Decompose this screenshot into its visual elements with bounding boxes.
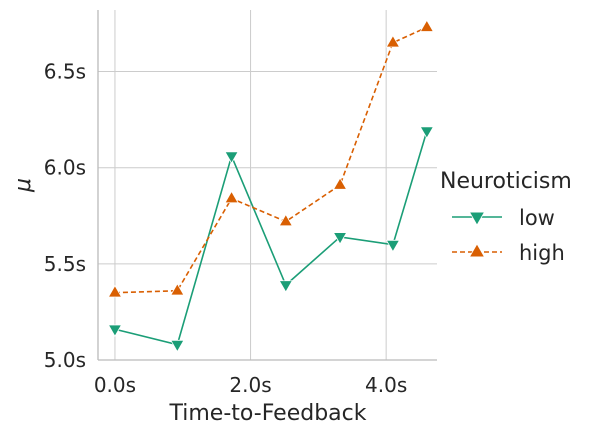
series-line-high [114,26,428,294]
legend-title: Neuroticism [440,169,572,194]
data-point-low-0 [107,324,123,338]
y-axis-label: μ [11,178,36,193]
x-axis-ticks: 0.0s 2.0s 4.0s [94,373,407,397]
data-point-high-1 [170,282,185,296]
data-point-low-5 [385,239,401,253]
x-tick-label-1: 2.0s [229,373,271,397]
series-high [107,19,435,298]
y-axis-ticks: 5.0s 5.5s 6.0s 6.5s [44,60,86,372]
x-tick-label-0: 0.0s [94,373,136,397]
legend-entry-low: low [452,206,555,230]
data-point-low-6 [419,126,435,139]
legend: Neuroticism low high [440,169,572,265]
y-tick-label-2: 6.0s [44,156,86,180]
y-tick-label-1: 5.5s [44,252,86,276]
data-point-high-4 [332,177,348,190]
y-tick-label-0: 5.0s [44,348,86,372]
legend-marker-high [468,243,486,258]
x-tick-label-2: 4.0s [365,373,407,397]
data-point-low-2 [224,151,239,164]
series-line-low [114,130,428,346]
series-low [107,126,435,353]
y-tick-label-3: 6.5s [44,60,86,84]
data-point-low-3 [278,280,293,293]
axes-spines [97,10,437,361]
x-axis-label: Time-to-Feedback [169,401,367,426]
data-point-low-1 [170,339,185,353]
legend-label-high: high [519,241,565,265]
data-point-high-6 [419,19,435,32]
data-point-low-4 [332,232,348,245]
data-point-high-3 [278,213,293,227]
data-point-high-0 [107,284,123,298]
series-layer [107,19,435,353]
data-point-high-2 [224,190,239,204]
legend-entry-high: high [452,241,565,265]
legend-marker-low [468,211,486,226]
legend-label-low: low [519,206,555,230]
data-point-high-5 [385,34,401,48]
